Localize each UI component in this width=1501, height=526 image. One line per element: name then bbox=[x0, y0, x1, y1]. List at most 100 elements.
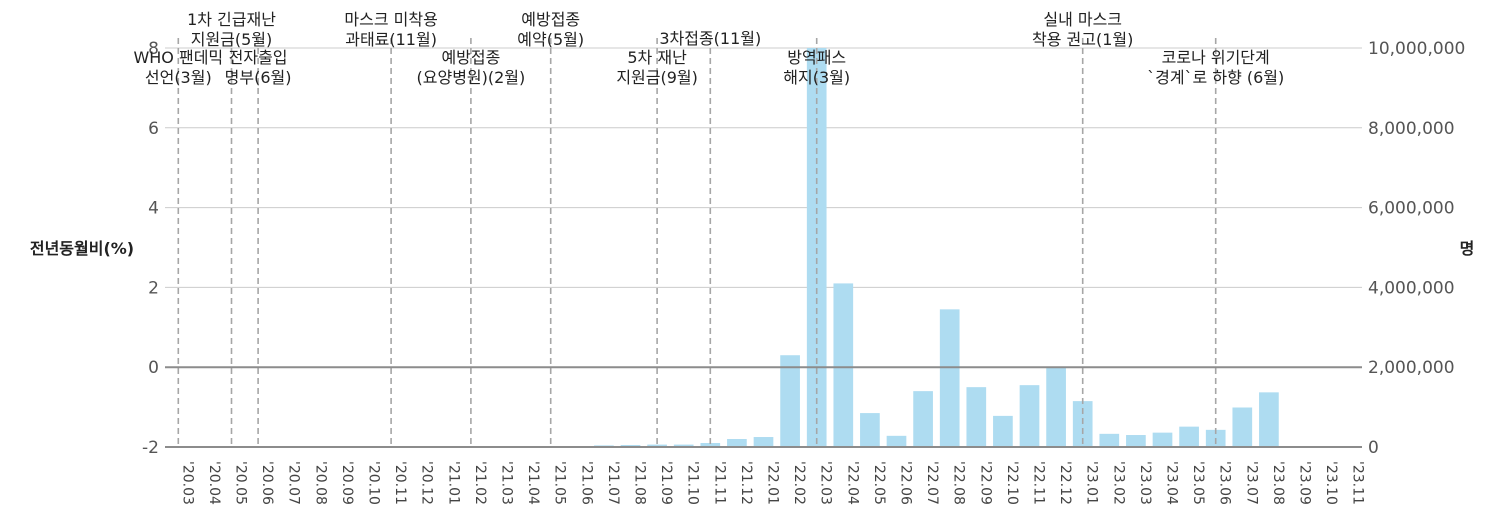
x-tick-label: '21.04 bbox=[525, 461, 541, 505]
bar bbox=[1152, 432, 1173, 447]
x-tick-label: '23.07 bbox=[1243, 461, 1259, 505]
bar bbox=[1019, 385, 1040, 447]
event-label: 코로나 위기단계 bbox=[1162, 48, 1270, 67]
y-right-tick-label: 10,000,000 bbox=[1368, 39, 1465, 59]
x-tick-label: '22.11 bbox=[1031, 461, 1047, 505]
x-tick-label: '23.06 bbox=[1217, 461, 1233, 505]
bar bbox=[939, 309, 960, 447]
event-label: 착용 권고(1월) bbox=[1032, 30, 1133, 49]
event-label: 마스크 미착용 bbox=[344, 10, 437, 29]
x-tick-label: '23.05 bbox=[1190, 461, 1206, 505]
x-tick-label: '21.06 bbox=[578, 461, 594, 505]
event-lines bbox=[177, 38, 1217, 447]
bar bbox=[806, 48, 827, 447]
x-tick-label: '21.11 bbox=[711, 461, 727, 505]
gridlines bbox=[165, 47, 1362, 448]
bar bbox=[1046, 367, 1066, 447]
bar bbox=[780, 355, 800, 447]
x-tick-label: '21.10 bbox=[685, 461, 701, 505]
bar bbox=[673, 444, 694, 447]
x-tick-label: '20.09 bbox=[339, 461, 355, 505]
x-tick-label: '22.09 bbox=[977, 461, 993, 505]
x-tick-label: '21.01 bbox=[445, 461, 461, 505]
x-tick-label: '21.03 bbox=[499, 461, 515, 505]
x-tick-label: '22.02 bbox=[791, 461, 807, 505]
event-label: 선언(3월) bbox=[145, 68, 212, 87]
event-label: 예약(5월) bbox=[517, 30, 584, 49]
bar bbox=[1259, 392, 1279, 447]
x-axis-ticks: '20.03 '20.04 '20.05 '20.06 '20.07 '20.08 '20.… bbox=[179, 461, 1365, 505]
x-tick-label: '22.12 bbox=[1057, 461, 1073, 505]
y-left-tick-label: 6 bbox=[148, 119, 159, 139]
y-left-tick-label: 4 bbox=[148, 199, 159, 219]
event-label: 5차 재난 bbox=[627, 48, 687, 67]
x-tick-label: '22.01 bbox=[765, 461, 781, 505]
y-right-tick-label: 4,000,000 bbox=[1368, 278, 1455, 298]
x-tick-label: '20.08 bbox=[312, 461, 328, 505]
y-left-tick-label: -2 bbox=[142, 438, 159, 458]
event-label: 1차 긴급재난 bbox=[187, 10, 276, 29]
y-left-tick-label: 8 bbox=[148, 39, 159, 59]
event-label: 해지(3월) bbox=[783, 68, 850, 87]
event-label: `경계`로 하향 (6월) bbox=[1147, 68, 1284, 87]
y-right-tick-label: 0 bbox=[1368, 438, 1379, 458]
y-left-tick-label: 0 bbox=[148, 358, 159, 378]
event-label: 전자출입 bbox=[229, 48, 288, 67]
event-label: 방역패스 bbox=[787, 48, 846, 67]
x-tick-label: '22.04 bbox=[844, 461, 860, 505]
x-tick-label: '20.12 bbox=[419, 461, 435, 505]
x-tick-label: '22.06 bbox=[898, 461, 914, 505]
event-label: 지원금(9월) bbox=[616, 68, 698, 87]
x-tick-label: '21.12 bbox=[738, 461, 754, 505]
y-right-tick-label: 6,000,000 bbox=[1368, 199, 1455, 219]
y-axis-right-ticks: 0 2,000,000 4,000,000 6,000,000 8,000,000 10,… bbox=[1368, 39, 1465, 458]
x-tick-label: '23.02 bbox=[1110, 461, 1126, 505]
bar bbox=[1072, 401, 1093, 447]
x-tick-label: '20.07 bbox=[286, 461, 302, 505]
zero-line bbox=[165, 366, 1362, 448]
event-label: WHO 팬데믹 bbox=[133, 48, 223, 67]
bar bbox=[753, 437, 774, 447]
y-right-tick-label: 2,000,000 bbox=[1368, 358, 1455, 378]
x-tick-label: '21.08 bbox=[632, 461, 648, 505]
y-left-tick-label: 2 bbox=[148, 278, 159, 298]
bar bbox=[966, 387, 987, 447]
event-label: 3차접종(11월) bbox=[659, 29, 761, 48]
event-label: 예방접종 bbox=[521, 10, 580, 29]
x-tick-label: '22.07 bbox=[924, 461, 940, 505]
bar bbox=[913, 391, 933, 447]
x-tick-label: '20.03 bbox=[179, 461, 195, 505]
bar bbox=[833, 283, 854, 447]
x-tick-label: '23.10 bbox=[1323, 461, 1339, 505]
x-tick-label: '22.05 bbox=[871, 461, 887, 505]
x-tick-label: '20.10 bbox=[366, 461, 382, 505]
event-label: (요양병원)(2월) bbox=[417, 68, 526, 87]
x-tick-label: '21.07 bbox=[605, 461, 621, 505]
event-label: 실내 마스크 bbox=[1043, 10, 1122, 29]
x-tick-label: '20.04 bbox=[206, 461, 222, 505]
x-tick-label: '22.10 bbox=[1004, 461, 1020, 505]
bar bbox=[647, 444, 667, 447]
bar bbox=[700, 443, 721, 447]
bar bbox=[1126, 435, 1146, 447]
x-tick-label: '22.08 bbox=[951, 461, 967, 505]
x-tick-label: '23.04 bbox=[1164, 461, 1180, 505]
y-right-tick-label: 8,000,000 bbox=[1368, 119, 1455, 139]
y-axis-left-label: 전년동월비(%) bbox=[30, 239, 134, 258]
x-tick-label: '23.11 bbox=[1350, 461, 1366, 505]
x-tick-label: '21.02 bbox=[472, 461, 488, 505]
event-label: 과태료(11월) bbox=[345, 30, 437, 49]
x-tick-label: '22.03 bbox=[818, 461, 834, 505]
x-tick-label: '20.06 bbox=[259, 461, 275, 505]
event-label: 예방접종 bbox=[441, 48, 500, 67]
y-axis-left-ticks: -2 0 2 4 6 8 bbox=[142, 39, 159, 458]
bar bbox=[727, 439, 747, 447]
x-tick-label: '23.01 bbox=[1084, 461, 1100, 505]
x-tick-label: '21.09 bbox=[658, 461, 674, 505]
x-tick-label: '23.03 bbox=[1137, 461, 1153, 505]
y-axis-right-label: 명 bbox=[1460, 239, 1475, 258]
bar bbox=[1099, 433, 1120, 447]
x-tick-label: '20.11 bbox=[392, 461, 408, 505]
x-tick-label: '20.05 bbox=[233, 461, 249, 505]
